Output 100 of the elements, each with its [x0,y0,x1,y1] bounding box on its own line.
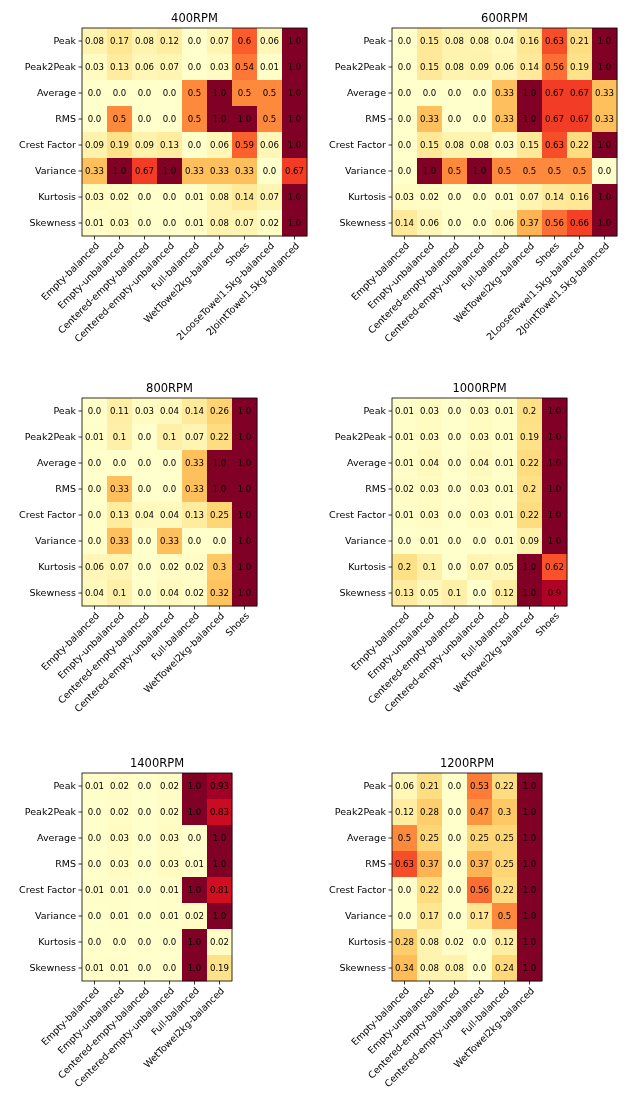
data-label: 0.15 [419,140,440,151]
data-label: 1.0 [287,36,302,47]
data-label: 1.0 [212,458,227,469]
data-label: 0.14 [184,406,205,417]
data-label: 0.03 [109,218,130,229]
chart-title: 600RPM [481,11,528,25]
data-label: 0.0 [187,536,202,547]
data-label: 0.06 [259,140,280,151]
data-label: 0.08 [419,937,440,948]
data-label: 0.5 [522,166,537,177]
data-label: 0.67 [284,166,305,177]
data-label: 1.0 [547,432,562,443]
data-label: 1.0 [522,781,537,792]
data-label: 0.02 [259,218,280,229]
data-label: 0.32 [209,588,230,599]
data-label: 0.19 [569,62,590,73]
y-tick-label: Peak2Peak [24,806,77,818]
data-label: 0.07 [469,562,490,573]
y-tick-label: Kurtosis [348,936,387,948]
data-label: 0.17 [419,911,440,922]
data-label: 0.0 [162,114,177,125]
data-label: 0.01 [394,458,415,469]
data-label: 0.0 [187,36,202,47]
data-label: 0.01 [84,963,105,974]
data-label: 0.01 [494,536,515,547]
data-label: 0.2 [397,562,412,573]
data-label: 0.0 [472,218,487,229]
data-label: 0.0 [87,833,102,844]
y-tick-label: Crest Factor [19,139,77,151]
data-label: 0.01 [394,406,415,417]
y-tick-label: Crest Factor [19,884,77,896]
data-label: 0.0 [137,833,152,844]
y-tick-label: Average [346,832,387,844]
data-label: 0.0 [87,911,102,922]
y-tick-label: RMS [55,483,76,495]
data-label: 0.54 [234,62,255,73]
data-label: 0.5 [447,166,462,177]
data-label: 0.02 [184,588,205,599]
data-label: 0.0 [472,963,487,974]
data-label: 0.0 [137,484,152,495]
y-tick-label: RMS [55,858,76,870]
data-label: 0.33 [209,166,230,177]
chart-title: 1400RPM [129,756,185,770]
data-label: 0.02 [184,911,205,922]
data-label: 0.5 [187,88,202,99]
data-label: 0.0 [187,62,202,73]
data-label: 1.0 [187,963,202,974]
data-label: 0.25 [494,859,515,870]
data-label: 0.01 [494,192,515,203]
y-tick-label: Variance [344,910,387,922]
data-label: 0.06 [84,562,105,573]
data-label: 0.02 [159,807,180,818]
data-label: 1.0 [287,140,302,151]
data-label: 0.0 [137,88,152,99]
y-tick-label: Kurtosis [348,191,387,203]
data-label: 1.0 [547,536,562,547]
data-label: 0.0 [447,833,462,844]
data-label: 1.0 [237,484,252,495]
data-label: 0.01 [184,859,205,870]
data-label: 1.0 [162,166,177,177]
data-label: 0.5 [112,114,127,125]
data-label: 0.63 [544,36,565,47]
data-label: 0.17 [109,36,130,47]
y-tick-label: Average [36,832,77,844]
y-tick-label: Variance [34,910,77,922]
y-tick-label: Average [36,87,77,99]
data-label: 0.0 [87,114,102,125]
data-label: 0.0 [397,536,412,547]
data-label: 0.33 [109,484,130,495]
data-label: 1.0 [187,781,202,792]
data-label: 1.0 [522,859,537,870]
data-label: 0.01 [494,458,515,469]
data-label: 0.0 [187,833,202,844]
data-label: 0.25 [419,833,440,844]
data-label: 0.5 [262,88,277,99]
data-label: 0.07 [234,218,255,229]
data-label: 1.0 [187,807,202,818]
y-tick-label: Crest Factor [329,509,387,521]
data-label: 0.01 [84,218,105,229]
data-label: 0.0 [137,536,152,547]
data-label: 0.2 [522,484,537,495]
data-label: 0.0 [447,432,462,443]
data-label: 0.01 [494,406,515,417]
data-label: 0.34 [394,963,415,974]
y-tick-label: Variance [344,535,387,547]
data-label: 0.67 [544,114,565,125]
data-label: 0.0 [137,859,152,870]
data-label: 0.01 [184,218,205,229]
data-label: 0.02 [209,937,230,948]
data-label: 0.07 [159,62,180,73]
data-label: 0.02 [109,781,130,792]
data-label: 0.15 [519,140,540,151]
chart-title: 1000RPM [452,381,507,395]
data-label: 0.66 [569,218,590,229]
data-label: 0.0 [397,166,412,177]
data-label: 0.67 [569,88,590,99]
data-label: 0.01 [84,885,105,896]
y-tick-label: Peak [53,405,77,417]
data-label: 0.0 [137,114,152,125]
data-label: 0.5 [547,166,562,177]
